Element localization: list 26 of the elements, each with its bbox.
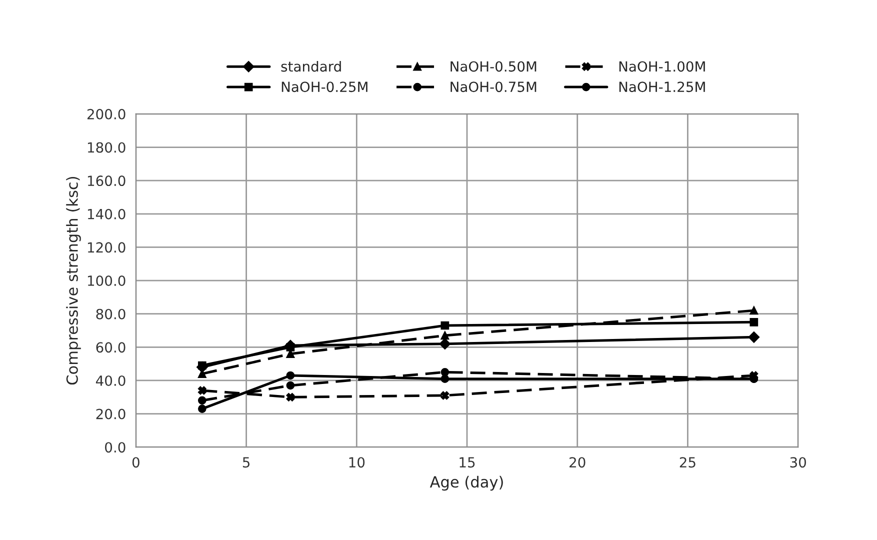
y-tick-label: 80.0 — [96, 308, 126, 320]
y-tick-label: 180.0 — [88, 142, 126, 153]
legend-label: NaOH-1.25M — [619, 82, 705, 92]
x-tick-label: 20 — [570, 457, 586, 468]
y-tick-label: 200.0 — [87, 108, 126, 120]
x-tick-label: 15 — [460, 457, 475, 468]
x-axis-title: Age (day) — [430, 476, 503, 491]
y-tick-label: 60.0 — [96, 342, 126, 353]
legend-label: NaOH-0.75M — [450, 82, 536, 92]
y-tick-label: 140.0 — [88, 208, 126, 220]
legend-label: standard — [281, 60, 341, 72]
y-tick-label: 20.0 — [96, 408, 126, 420]
y-axis-title: Compressive strength (ksc) — [66, 176, 81, 385]
x-tick-label: 30 — [790, 457, 806, 468]
legend-label: NaOH-0.25M — [282, 82, 368, 92]
y-tick-label: 100.0 — [88, 276, 126, 286]
y-tick-label: 120.0 — [88, 242, 126, 253]
x-tick-label: 0 — [132, 457, 140, 468]
x-tick-label: 10 — [349, 457, 365, 468]
y-tick-label: 0.0 — [105, 442, 126, 453]
y-tick-label: 160.0 — [88, 176, 126, 186]
x-tick-label: 25 — [680, 457, 696, 468]
legend-label: NaOH-1.00M — [619, 61, 705, 72]
legend-label: NaOH-0.50M — [450, 61, 536, 72]
x-tick-label: 5 — [242, 457, 250, 468]
y-tick-label: 40.0 — [96, 375, 126, 386]
